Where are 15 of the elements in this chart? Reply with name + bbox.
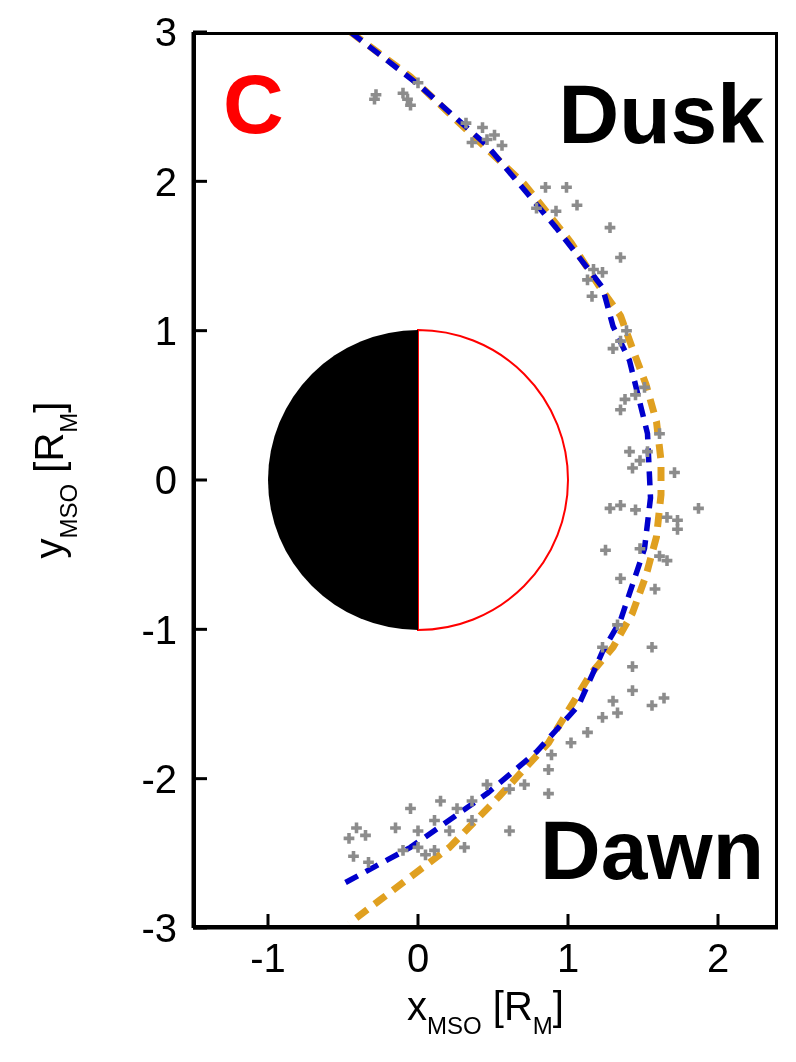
annotation: Dusk	[558, 67, 764, 161]
annotation: Dawn	[539, 803, 764, 897]
y-tick-label: -2	[141, 756, 177, 801]
x-axis-title: x$_{MSO}$ [R$_{M}$]	[407, 984, 564, 1039]
x-tick-label: 0	[406, 936, 430, 981]
annotation: C	[223, 57, 284, 151]
x-tick-label: 1	[556, 936, 580, 981]
y-tick-label: -3	[141, 906, 177, 951]
y-tick-label: 2	[154, 159, 177, 204]
x-tick-label: 2	[706, 936, 730, 981]
x-tick-label: -1	[250, 936, 286, 981]
y-tick-label: 3	[154, 10, 177, 55]
y-tick-label: 0	[154, 458, 177, 503]
y-tick-label: 1	[154, 308, 177, 353]
y-tick-label: -1	[141, 607, 177, 652]
